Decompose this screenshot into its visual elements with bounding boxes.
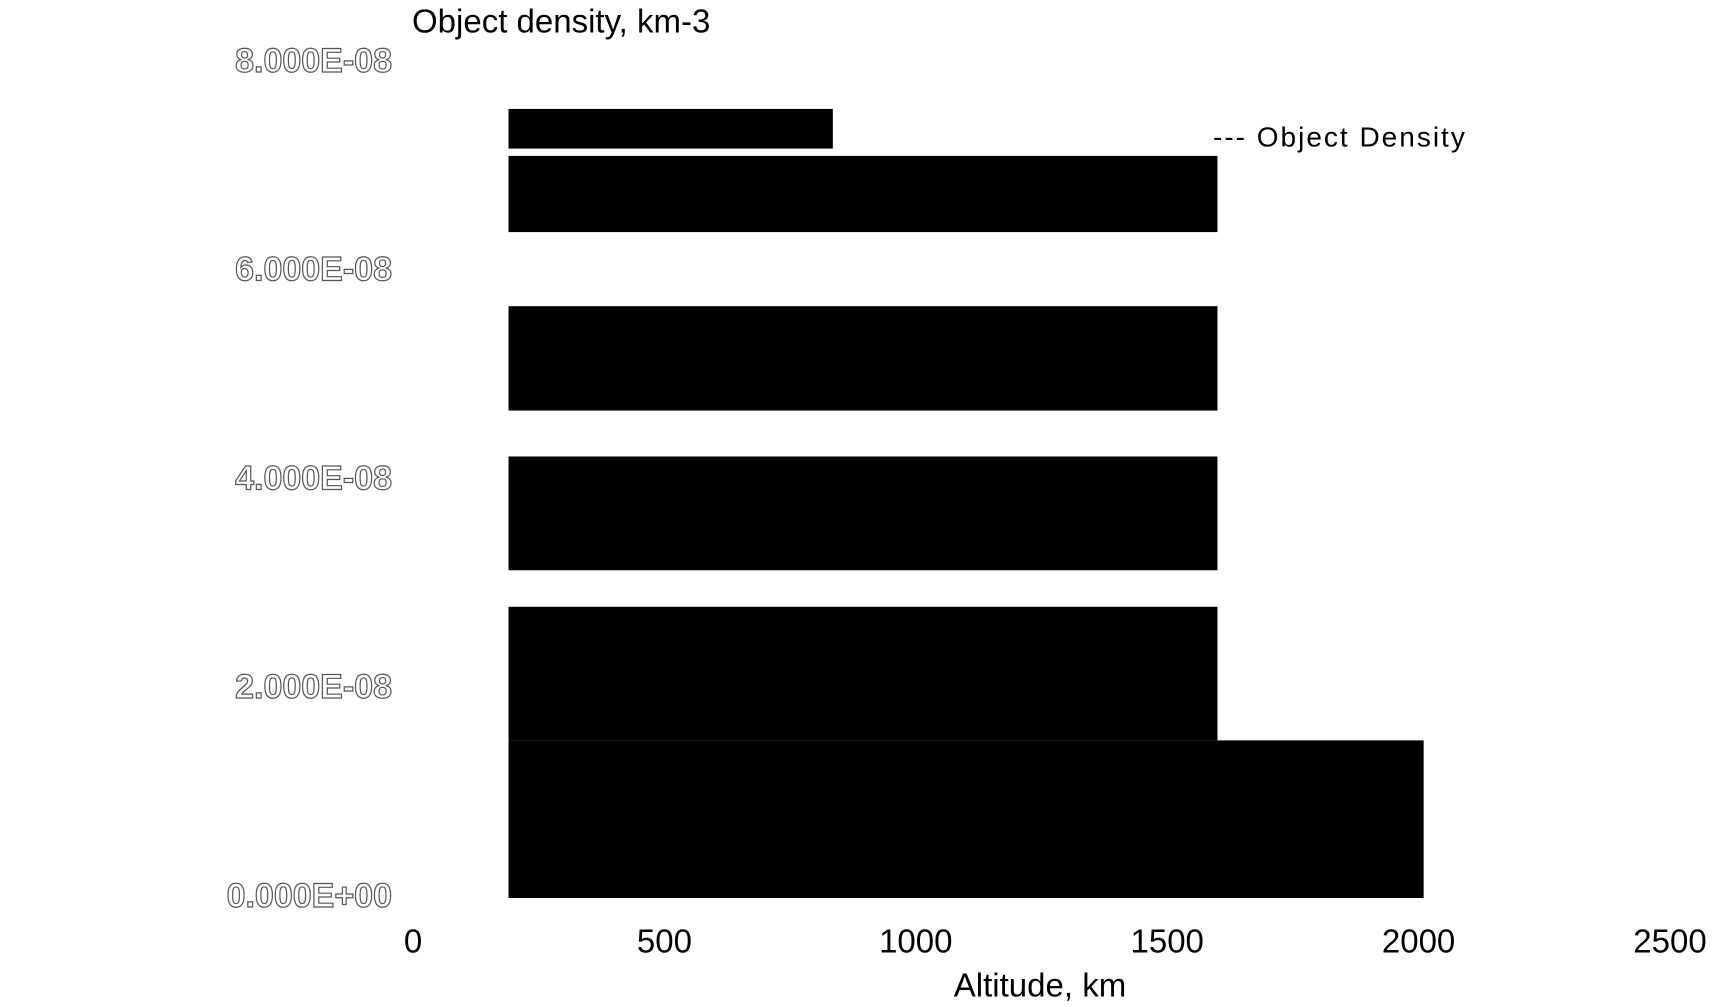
- y-tick-label: 0.000E+00: [227, 877, 392, 915]
- y-tick-label: 8.000E-08: [235, 42, 392, 80]
- chart-title: Object density, km-3: [412, 3, 710, 40]
- density-block: [508, 456, 1218, 571]
- y-tick-label: 6.000E-08: [235, 251, 392, 289]
- y-tick-label: 4.000E-08: [235, 459, 392, 497]
- legend-label: --- Object Density: [1213, 121, 1467, 152]
- x-tick-label: 1000: [879, 923, 952, 960]
- density-block: [508, 108, 833, 149]
- density-block: [508, 606, 1218, 741]
- density-block: [508, 740, 1424, 898]
- x-tick-label: 1500: [1130, 923, 1203, 960]
- x-tick-label: 0: [404, 923, 422, 960]
- x-axis-title: Altitude, km: [954, 967, 1126, 1004]
- x-tick-label: 2500: [1633, 923, 1706, 960]
- density-block: [508, 306, 1218, 411]
- x-tick-label: 500: [637, 923, 692, 960]
- x-tick-label: 2000: [1382, 923, 1455, 960]
- density-block: [508, 155, 1218, 233]
- y-tick-label: 2.000E-08: [235, 668, 392, 706]
